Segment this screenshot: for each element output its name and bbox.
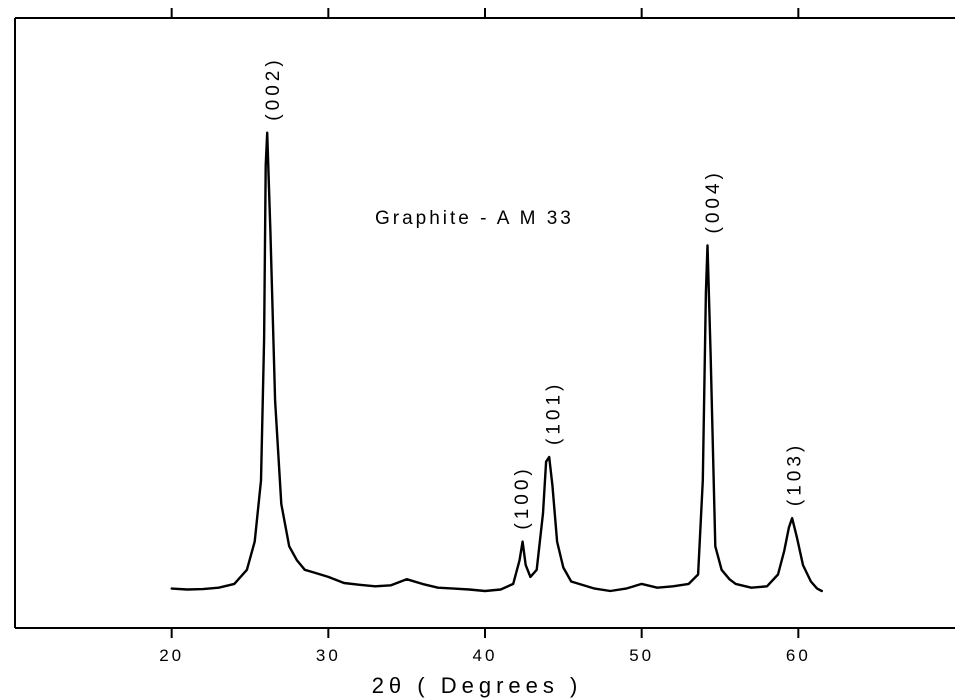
diffraction-trace — [170, 131, 823, 593]
peak-labels: (002) (100) (101) (004) (103) — [263, 56, 806, 529]
peak-label: (002) — [263, 56, 284, 120]
x-tick-label-30: 30 — [316, 646, 341, 665]
x-tick-label-60: 60 — [786, 646, 811, 665]
x-tick-label-20: 20 — [159, 646, 184, 665]
peak-label: (100) — [512, 465, 533, 529]
x-tick-label-40: 40 — [473, 646, 498, 665]
x-axis-title: 2θ ( Degrees ) — [372, 673, 583, 698]
sample-annotation: Graphite - A M 33 — [375, 208, 574, 229]
x-axis-tick-labels: 20 30 40 50 60 — [159, 646, 811, 665]
peak-label: (101) — [543, 381, 564, 445]
peak-label: (103) — [785, 442, 806, 506]
x-axis-ticks — [170, 8, 800, 638]
plot-frame — [14, 17, 955, 629]
peak-label: (004) — [703, 169, 724, 233]
x-tick-label-50: 50 — [629, 646, 654, 665]
